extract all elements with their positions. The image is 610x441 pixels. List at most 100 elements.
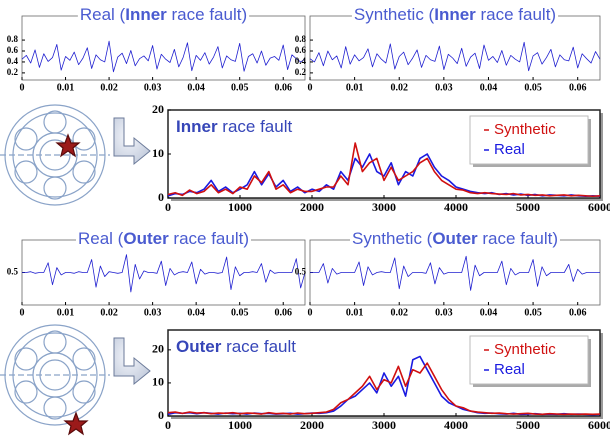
legend-box [469,115,589,165]
annotation-part: race fault [221,337,296,356]
annotation: Inner race fault [176,117,292,136]
title-part: Inner [125,5,167,24]
title-part: race fault) [169,229,249,248]
x-tick-label: 0 [165,200,171,214]
x-tick-label: 0 [20,307,25,318]
x-tick-label: 3000 [372,200,396,214]
plot-frame [309,15,601,81]
x-tick-label: 0.06 [569,307,587,318]
x-tick-label: 0.04 [480,82,498,93]
x-tick-label: 0.03 [435,82,453,93]
title-background [77,5,250,25]
bearing-diagram [0,324,110,436]
title-part: Inner [434,5,476,24]
legend-label: Real [494,361,525,378]
y-tick-label: 0.6 [295,45,307,55]
x-tick-label: 0.05 [231,82,249,93]
arrow [113,337,151,386]
chart-title: Synthetic (Outer race fault) [352,229,558,248]
x-tick-label: 0.01 [57,307,75,318]
chart: 0 1000 2000 3000 4000 5000 6000 0 10 20 Outer race… [152,329,610,432]
title-part: Real ( [78,229,124,248]
x-tick-label: 0.01 [57,82,75,93]
x-tick-label: 0.06 [274,82,292,93]
legend-label: Synthetic [494,341,556,358]
annotation-part: race fault [218,117,293,136]
bearing-diagram [0,104,110,206]
chart-title: Real (Outer race fault) [78,229,249,248]
x-tick-label: 0.06 [569,82,587,93]
y-tick-label: 10 [152,375,164,389]
x-tick-label: 0.05 [524,82,542,93]
y-tick-label: 0 [158,190,164,204]
x-tick-label: 0.05 [524,307,542,318]
y-tick-label: 0 [158,408,164,422]
y-tick-label: 20 [152,102,164,116]
y-tick-label: 0.8 [295,34,307,44]
y-tick-label: 0.8 [7,34,19,44]
data-line [167,153,601,198]
x-tick-label: 5000 [516,200,540,214]
x-tick-label: 6000 [588,200,610,214]
y-tick-label: 0.5 [7,267,19,277]
annotation: Outer race fault [176,337,296,356]
chart: 0 0.01 0.02 0.03 0.04 0.05 0.060.20.40.60.8Rea… [7,5,306,93]
title-part: race fault) [167,5,247,24]
chart: 0 0.01 0.02 0.03 0.04 0.05 0.06 0.5 Real (Outer … [7,229,306,318]
y-tick-label: 0.4 [7,56,19,66]
x-tick-label: 0.02 [390,307,408,318]
y-tick-label: 0.2 [7,67,19,77]
x-tick-label: 4000 [444,200,468,214]
title-part: Synthetic ( [354,5,435,24]
title-part: Outer [432,229,478,248]
x-tick-label: 0.02 [390,82,408,93]
y-tick-label: 0.2 [295,67,307,77]
title-part: race fault) [476,5,556,24]
chart: 0 1000 2000 3000 4000 5000 6000 0 10 20 Inner race… [152,102,610,214]
annotation-part: Outer [176,337,222,356]
x-tick-label: 0.02 [100,307,118,318]
y-tick-label: 0.4 [295,56,307,66]
data-line [309,41,601,72]
chart-title: Synthetic (Inner race fault) [354,5,556,24]
x-tick-label: 1000 [228,200,252,214]
data-line [167,362,601,416]
x-tick-label: 0.03 [144,307,162,318]
y-tick-label: 0.6 [7,45,19,55]
chart: 0 0.01 0.02 0.03 0.04 0.05 0.06 0.5 Synthetic (O… [295,229,601,318]
x-tick-label: 0 [165,418,171,432]
x-tick-label: 0 [308,307,313,318]
arrow [113,117,151,166]
x-tick-label: 3000 [372,418,396,432]
x-tick-label: 0.01 [346,307,364,318]
legend-box [469,335,589,385]
y-tick-label: 0.5 [295,267,307,277]
x-tick-label: 0.03 [435,307,453,318]
title-part: race fault) [478,229,558,248]
x-tick-label: 0.02 [100,82,118,93]
title-part: Outer [123,229,169,248]
data-line [22,254,306,293]
x-tick-label: 4000 [444,418,468,432]
x-tick-label: 0 [308,82,313,93]
x-tick-label: 5000 [516,418,540,432]
x-tick-label: 0.04 [480,307,498,318]
data-line [310,255,600,291]
legend-label: Synthetic [494,121,556,138]
legend-label: Real [494,141,525,158]
annotation-part: Inner [176,117,218,136]
x-tick-label: 0.03 [144,82,162,93]
title-background [351,5,559,25]
chart: 0 0.01 0.02 0.03 0.04 0.05 0.06 0.20.40.60.8 Syn… [295,5,601,93]
title-part: Synthetic ( [352,229,433,248]
x-tick-label: 0.05 [231,307,249,318]
x-tick-label: 0 [20,82,25,93]
title-background [75,229,252,249]
title-part: Real ( [80,5,126,24]
x-tick-label: 2000 [300,418,324,432]
chart-title: Real (Inner race fault) [80,5,247,24]
x-tick-label: 0.04 [187,307,205,318]
x-tick-label: 2000 [300,200,324,214]
data-line [21,40,306,73]
